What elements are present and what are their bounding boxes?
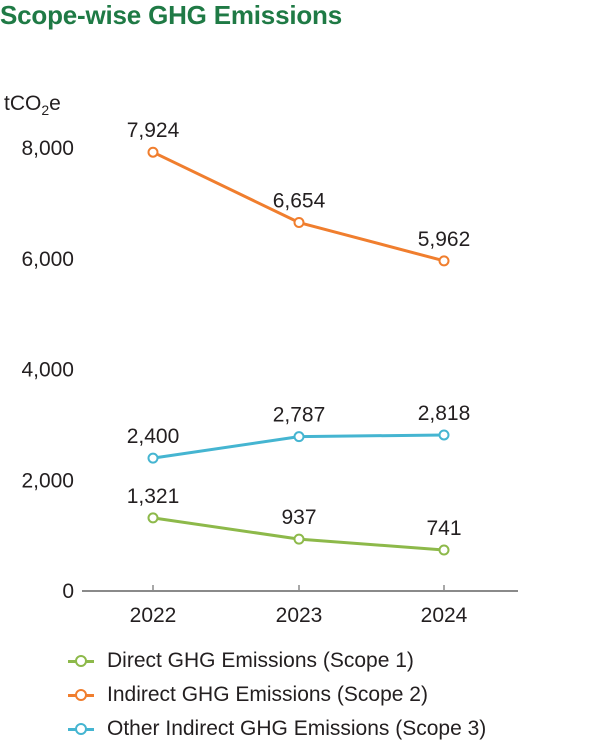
- data-label-scope3: 2,787: [273, 404, 326, 427]
- x-tick-label: 2022: [130, 604, 177, 627]
- legend-swatch-scope2: [68, 689, 94, 701]
- legend-label-scope2: Indirect GHG Emissions (Scope 2): [107, 683, 428, 706]
- legend-item-scope1: Direct GHG Emissions (Scope 1): [68, 644, 486, 678]
- data-point-scope3: [147, 452, 159, 464]
- data-label-scope3: 2,400: [127, 425, 180, 448]
- data-label-scope2: 5,962: [418, 228, 471, 251]
- data-label-scope3: 2,818: [418, 402, 471, 425]
- data-point-scope1: [293, 533, 305, 545]
- y-tick-label: 0: [62, 580, 74, 603]
- data-label-scope2: 7,924: [127, 119, 180, 142]
- x-tick-label: 2023: [276, 604, 323, 627]
- data-label-scope1: 1,321: [127, 485, 180, 508]
- data-point-scope3: [293, 431, 305, 443]
- legend-label-scope3: Other Indirect GHG Emissions (Scope 3): [107, 717, 487, 740]
- data-point-scope2: [147, 146, 159, 158]
- chart-area: tCO2e 0 2,000 4,000 6,000 8,000 2022 2023 2024 1,…: [4, 92, 518, 627]
- data-point-scope3: [438, 429, 450, 441]
- data-label-scope2: 6,654: [273, 190, 326, 213]
- y-tick-label: 4,000: [21, 359, 74, 382]
- legend-item-scope3: Other Indirect GHG Emissions (Scope 3): [68, 712, 486, 746]
- legend-item-scope2: Indirect GHG Emissions (Scope 2): [68, 678, 486, 712]
- data-label-scope1: 937: [281, 506, 316, 529]
- y-axis-unit-label: tCO2e: [4, 92, 61, 118]
- legend-swatch-scope1: [68, 655, 94, 667]
- legend-swatch-scope3: [68, 723, 94, 735]
- y-tick-label: 6,000: [21, 248, 74, 271]
- y-tick-label: 2,000: [21, 469, 74, 492]
- data-point-scope1: [438, 544, 450, 556]
- chart-title: Scope-wise GHG Emissions: [0, 0, 342, 30]
- x-tick-label: 2024: [421, 604, 468, 627]
- data-point-scope2: [293, 217, 305, 229]
- y-tick-label: 8,000: [21, 137, 74, 160]
- data-point-scope2: [438, 255, 450, 267]
- legend-label-scope1: Direct GHG Emissions (Scope 1): [107, 649, 414, 672]
- data-label-scope1: 741: [426, 517, 461, 540]
- data-point-scope1: [147, 512, 159, 524]
- chart-legend: Direct GHG Emissions (Scope 1) Indirect …: [68, 644, 486, 746]
